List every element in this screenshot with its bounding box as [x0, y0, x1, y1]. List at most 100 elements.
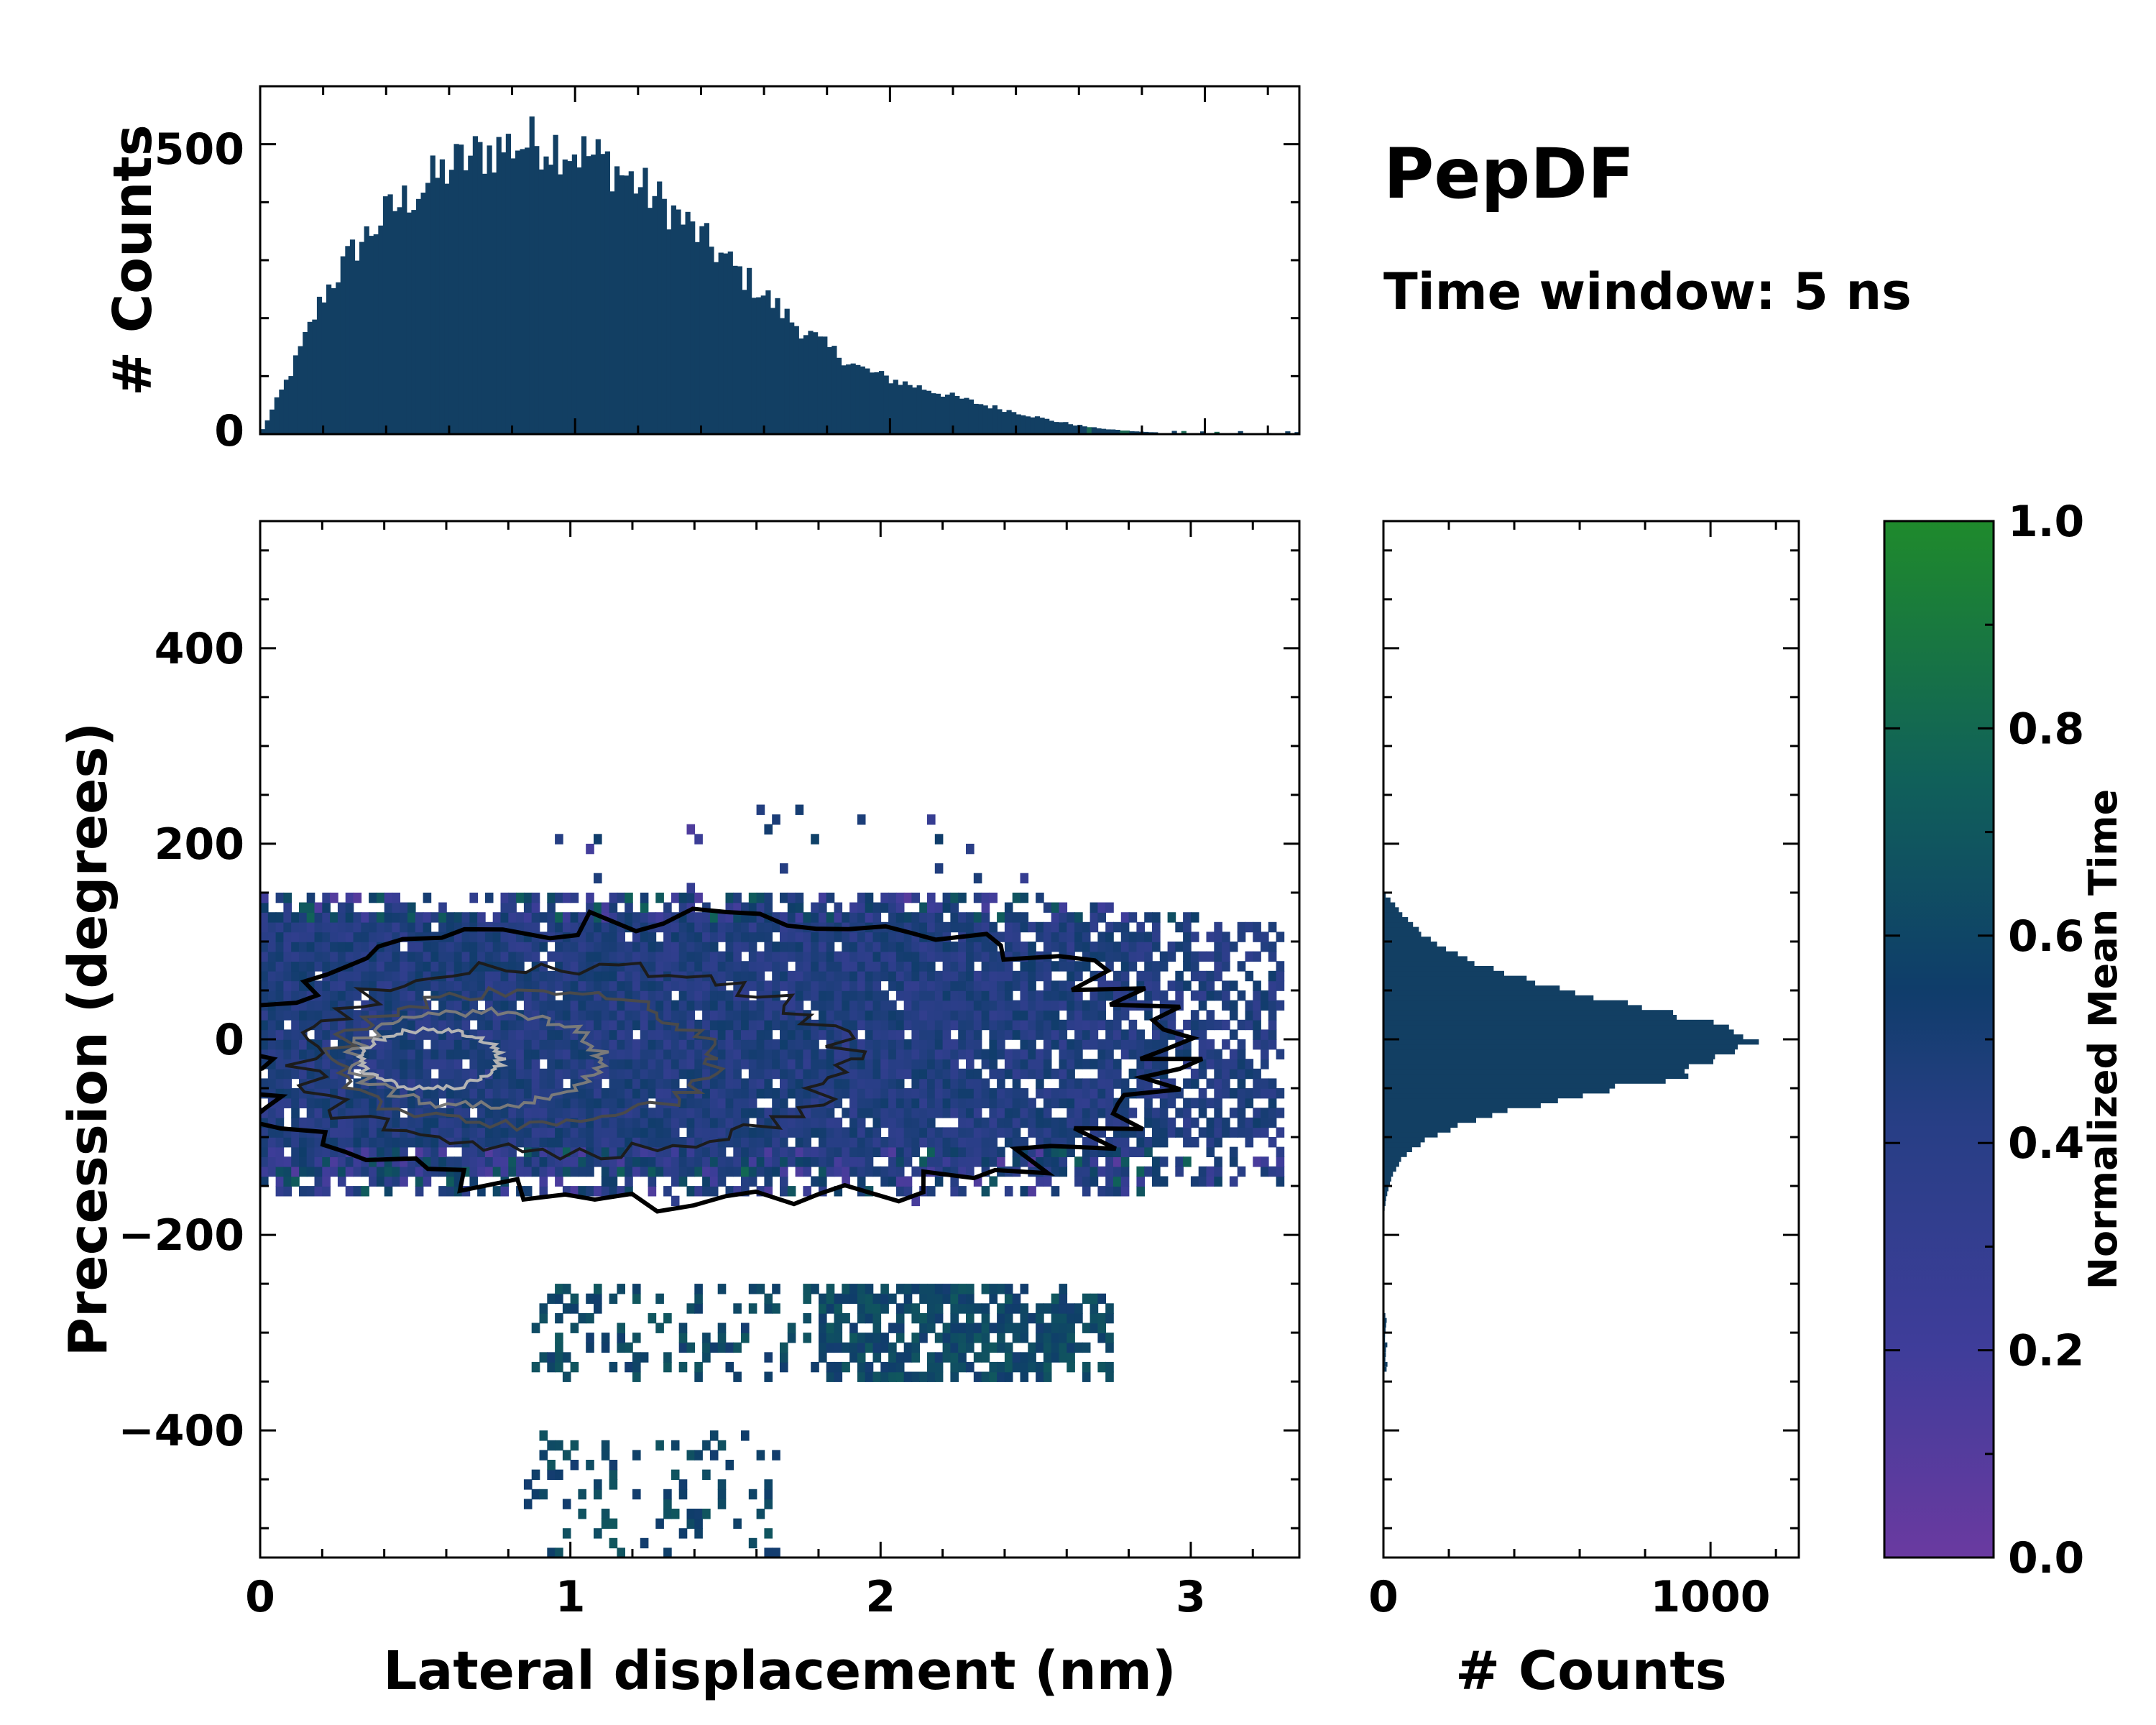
- heatmap-cell: [625, 1088, 633, 1099]
- heatmap-cell: [834, 932, 843, 942]
- top-histogram-bar: [865, 368, 870, 434]
- right-histogram-bar: [1383, 956, 1468, 962]
- heatmap-cell: [997, 1312, 1005, 1324]
- heatmap-cell: [547, 1000, 556, 1011]
- heatmap-cell: [842, 1049, 850, 1059]
- heatmap-cell: [671, 1059, 680, 1070]
- heatmap-cell: [709, 1019, 719, 1031]
- top-histogram-bar: [609, 191, 615, 434]
- heatmap-cell: [981, 1000, 990, 1011]
- heatmap-cell: [453, 1019, 463, 1031]
- heatmap-cell: [1152, 1176, 1161, 1187]
- heatmap-cell: [709, 1186, 719, 1197]
- heatmap-cell: [299, 1146, 308, 1157]
- right-histogram-bar: [1383, 951, 1458, 957]
- heatmap-cell: [725, 1460, 734, 1471]
- top-histogram-bar: [529, 116, 535, 434]
- heatmap-cell: [1183, 1156, 1192, 1167]
- heatmap-cell: [492, 921, 502, 933]
- heatmap-cell: [950, 1352, 959, 1363]
- heatmap-cell: [648, 932, 657, 942]
- heatmap-cell: [609, 942, 618, 952]
- heatmap-cell: [981, 951, 990, 962]
- heatmap-cell: [663, 980, 672, 991]
- heatmap-cell: [895, 892, 905, 903]
- heatmap-cell: [1214, 942, 1222, 952]
- heatmap-cell: [888, 1029, 897, 1040]
- heatmap-cell: [361, 1029, 369, 1040]
- right-histogram-bar: [1383, 995, 1594, 1001]
- heatmap-cell: [694, 1049, 703, 1059]
- heatmap-cell: [694, 1068, 703, 1080]
- heatmap-cell: [384, 912, 393, 923]
- heatmap-cell: [500, 1098, 510, 1108]
- heatmap-cell: [322, 1078, 331, 1089]
- heatmap-cell: [811, 1284, 819, 1294]
- heatmap-cell: [895, 1039, 905, 1050]
- heatmap-cell: [663, 1039, 672, 1050]
- heatmap-cell: [958, 980, 967, 991]
- heatmap-cell: [345, 1108, 354, 1118]
- heatmap-cell: [927, 1000, 936, 1011]
- heatmap-cell: [392, 902, 400, 913]
- heatmap-cell: [446, 1039, 455, 1050]
- top-histogram-bar: [312, 319, 318, 434]
- top-histogram-bar: [354, 260, 360, 434]
- heatmap-cell: [1105, 1342, 1114, 1353]
- top-histogram-bar: [1200, 431, 1206, 434]
- heatmap-cell: [857, 970, 866, 982]
- heatmap-cell: [717, 1137, 727, 1148]
- heatmap-cell: [888, 1371, 897, 1382]
- heatmap-cell: [865, 1146, 874, 1157]
- heatmap-cell: [655, 1108, 664, 1118]
- heatmap-cell: [1136, 1176, 1145, 1187]
- heatmap-cell: [430, 1019, 439, 1031]
- heatmap-cell: [625, 1166, 633, 1177]
- heatmap-cell: [686, 883, 696, 893]
- heatmap-cell: [942, 1078, 952, 1089]
- heatmap-cell: [1082, 921, 1091, 933]
- heatmap-cell: [531, 1137, 540, 1148]
- heatmap-cell: [795, 961, 804, 972]
- top-histogram-bar: [964, 397, 969, 434]
- heatmap-cell: [1222, 1068, 1230, 1080]
- heatmap-cell: [919, 1049, 928, 1059]
- heatmap-cell: [811, 942, 819, 952]
- heatmap-cell: [997, 1284, 1005, 1294]
- top-histogram-bar: [425, 183, 431, 434]
- heatmap-cell: [787, 1000, 796, 1011]
- heatmap-cell: [780, 1166, 788, 1177]
- heatmap-cell: [1043, 1010, 1052, 1021]
- heatmap-cell: [919, 990, 928, 1001]
- heatmap-cell: [369, 961, 377, 972]
- heatmap-cell: [819, 1029, 827, 1040]
- heatmap-cell: [384, 1166, 393, 1177]
- heatmap-cell: [849, 1156, 858, 1167]
- heatmap-cell: [430, 1088, 439, 1099]
- heatmap-cell: [772, 1000, 780, 1011]
- right-histogram-bar: [1383, 1098, 1558, 1103]
- heatmap-cell: [903, 892, 913, 903]
- heatmap-cell: [872, 1166, 882, 1177]
- heatmap-cell: [834, 912, 843, 923]
- heatmap-cell: [1222, 951, 1230, 962]
- heatmap-cell: [694, 1371, 703, 1382]
- heatmap-cell: [469, 942, 478, 952]
- heatmap-cell: [1159, 951, 1169, 962]
- heatmap-cell: [655, 1127, 664, 1138]
- heatmap-cell: [973, 1146, 982, 1157]
- heatmap-cell: [337, 970, 346, 982]
- heatmap-cell: [1012, 1068, 1021, 1080]
- heatmap-cell: [392, 990, 400, 1001]
- heatmap-cell: [811, 1108, 819, 1118]
- right-histogram-bar: [1383, 1088, 1610, 1094]
- heatmap-cell: [1082, 1146, 1091, 1157]
- heatmap-cell: [919, 951, 928, 962]
- top-histogram-bar: [789, 322, 795, 434]
- heatmap-cell: [686, 1019, 696, 1031]
- heatmap-cell: [966, 1166, 975, 1177]
- heatmap-cell: [469, 980, 478, 991]
- heatmap-cell: [811, 932, 819, 942]
- heatmap-cell: [438, 1039, 447, 1050]
- heatmap-cell: [267, 961, 277, 972]
